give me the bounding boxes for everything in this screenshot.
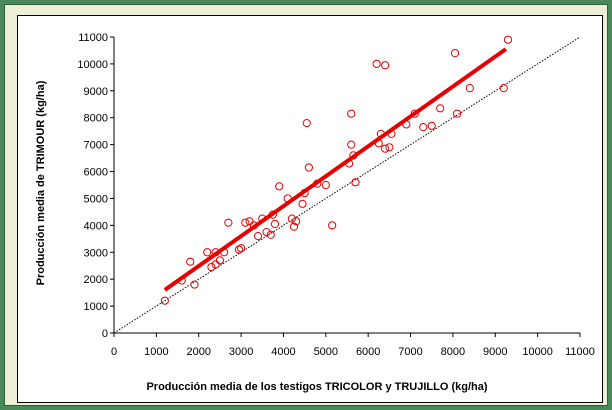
- data-point: [298, 199, 307, 208]
- x-tick-label: 4000: [271, 346, 295, 358]
- data-point: [313, 179, 322, 188]
- y-tick-label: 5000: [84, 193, 108, 205]
- x-tick-label: 7000: [398, 346, 422, 358]
- data-point: [186, 257, 195, 266]
- fit-line: [163, 47, 508, 292]
- data-point: [499, 84, 508, 93]
- data-point: [372, 59, 381, 69]
- x-tick-label: 10000: [522, 346, 553, 358]
- data-point: [374, 139, 383, 148]
- y-tick-label: 2000: [84, 274, 108, 286]
- data-point: [224, 218, 233, 227]
- data-point: [270, 219, 280, 229]
- x-tick-label: 11000: [565, 346, 595, 358]
- y-tick-label: 11000: [78, 32, 108, 44]
- data-point: [302, 119, 311, 128]
- axes-layer: [113, 37, 580, 334]
- data-point: [190, 280, 199, 289]
- data-point: [410, 109, 419, 118]
- y-tick-label: 8000: [84, 113, 108, 125]
- chart-area: 0 1000 2000 3000 4000 5000 6000 7000 8000 9000 100…: [17, 15, 603, 403]
- data-point: [275, 182, 284, 191]
- data-point: [287, 214, 297, 223]
- data-point: [304, 163, 313, 172]
- data-point: [268, 210, 277, 219]
- data-point: [292, 217, 301, 226]
- data-point: [328, 221, 337, 230]
- data-point: [387, 129, 396, 138]
- x-tick-label: 8000: [441, 346, 465, 358]
- data-point: [241, 218, 250, 227]
- data-point: [258, 214, 267, 223]
- fit-layer: [163, 47, 508, 292]
- data-point: [266, 230, 275, 239]
- data-point: [419, 123, 428, 132]
- data-point: [215, 256, 225, 265]
- data-point: [289, 222, 299, 231]
- data-point: [402, 120, 411, 129]
- y-tick-label: 0: [102, 328, 108, 340]
- data-point: [385, 143, 394, 152]
- x-axis-label: Producción media de los testigos TRICOLO…: [146, 381, 487, 393]
- data-point: [283, 194, 292, 203]
- y-tick-label: 10000: [77, 59, 108, 71]
- y-tick-layer: 0 1000 2000 3000 4000 5000 6000 7000 8000 9000 100…: [77, 32, 114, 340]
- data-point: [220, 248, 229, 257]
- data-point: [234, 245, 244, 254]
- x-tick-layer: 0 1000 2000 3000 4000 5000 6000 7000 8000 9000 100…: [111, 333, 595, 358]
- data-point: [177, 276, 186, 285]
- data-point: [211, 248, 220, 257]
- data-point: [207, 262, 216, 272]
- data-point: [300, 188, 309, 198]
- data-point: [381, 144, 390, 153]
- data-point: [321, 180, 330, 190]
- data-point: [450, 49, 460, 58]
- reference-line: [113, 36, 581, 334]
- data-point: [249, 221, 258, 230]
- points-layer: [160, 35, 513, 305]
- data-point: [245, 217, 254, 226]
- data-point: [347, 140, 356, 149]
- data-point: [465, 84, 474, 93]
- data-point: [436, 104, 445, 113]
- y-tick-label: 9000: [84, 86, 108, 98]
- data-point: [236, 244, 246, 253]
- y-tick-label: 6000: [84, 167, 108, 179]
- data-point: [453, 109, 462, 118]
- data-point: [349, 151, 358, 160]
- x-tick-label: 1000: [144, 346, 168, 358]
- reference-layer: [113, 36, 581, 334]
- y-tick-label: 3000: [84, 247, 108, 259]
- data-point: [376, 129, 385, 138]
- chart-frame: 0 1000 2000 3000 4000 5000 6000 7000 8000 9000 100…: [4, 4, 608, 406]
- data-point: [203, 248, 212, 257]
- data-point: [160, 296, 169, 305]
- data-point: [503, 35, 513, 44]
- x-tick-label: 0: [111, 346, 117, 358]
- scatter-plot: 0 1000 2000 3000 4000 5000 6000 7000 8000 9000 100…: [35, 32, 595, 393]
- data-point: [345, 159, 354, 168]
- x-tick-label: 5000: [314, 346, 338, 358]
- data-point: [351, 178, 360, 187]
- data-point: [262, 227, 271, 237]
- y-tick-label: 7000: [84, 140, 108, 152]
- x-tick-label: 3000: [229, 346, 253, 358]
- data-point: [427, 121, 436, 130]
- x-tick-label: 6000: [356, 346, 380, 358]
- y-axis-label: Producción media de TRIMOUR (kg/ha): [35, 80, 47, 285]
- y-tick-label: 4000: [84, 220, 108, 232]
- y-tick-label: 1000: [84, 301, 108, 313]
- data-point: [381, 61, 390, 70]
- data-point: [253, 232, 263, 241]
- x-tick-label: 9000: [483, 346, 507, 358]
- data-point: [347, 109, 356, 118]
- x-tick-label: 2000: [186, 346, 210, 358]
